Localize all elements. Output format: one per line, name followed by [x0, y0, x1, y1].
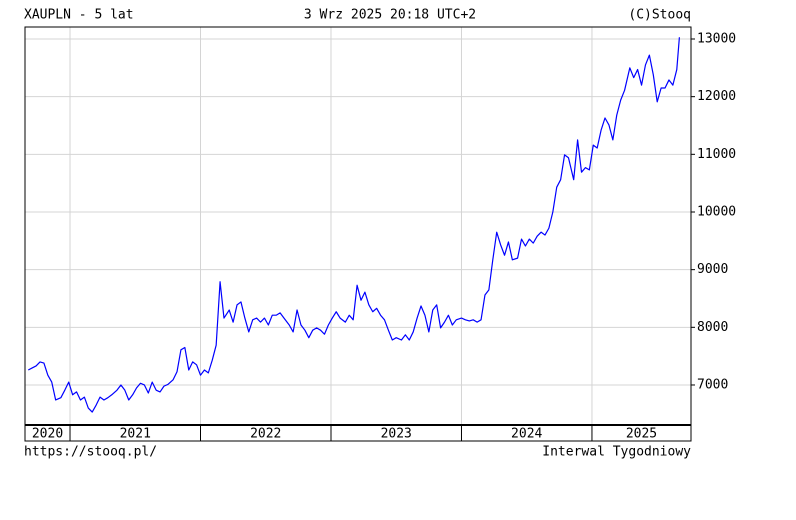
x-tick-label: 2020 — [32, 427, 63, 442]
x-tick-label: 2025 — [626, 427, 657, 442]
x-tick-label: 2022 — [250, 427, 281, 442]
x-tick-label: 2023 — [381, 427, 412, 442]
interval-label: Interwal Tygodniowy — [542, 445, 691, 460]
source-url: https://stooq.pl/ — [24, 445, 157, 460]
timestamp: 3 Wrz 2025 20:18 UTC+2 — [304, 8, 476, 23]
plot-frame — [24, 26, 692, 442]
price-line — [27, 37, 680, 413]
y-tick-label: 7000 — [697, 377, 728, 392]
copyright: (C)Stooq — [628, 8, 691, 23]
y-tick-label: 8000 — [697, 320, 728, 335]
y-tick-label: 11000 — [697, 147, 736, 162]
y-tick-label: 12000 — [697, 89, 736, 104]
y-tick-label: 13000 — [697, 31, 736, 46]
chart-title: XAUPLN - 5 lat — [24, 8, 134, 23]
x-tick-label: 2024 — [511, 427, 542, 442]
y-tick-label: 9000 — [697, 262, 728, 277]
x-tick-label: 2021 — [120, 427, 151, 442]
y-tick-label: 10000 — [697, 204, 736, 219]
